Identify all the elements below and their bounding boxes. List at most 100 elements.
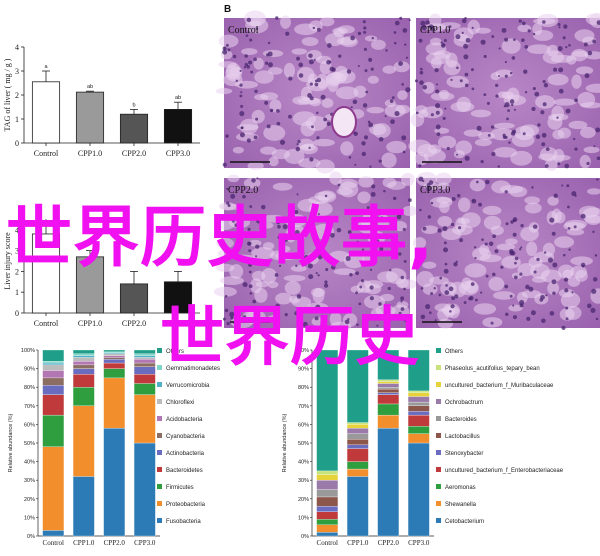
cell-nucleus [518, 19, 522, 23]
cell-nucleus [320, 94, 326, 100]
cell-nucleus [476, 180, 479, 184]
stack-segment [103, 427, 126, 537]
y-tick-label: 90% [298, 367, 309, 373]
cell-vacuole [396, 300, 409, 309]
stack-segment [377, 388, 400, 393]
cell-nucleus [394, 20, 400, 26]
cell-nucleus [456, 153, 459, 156]
cell-nucleus [541, 132, 547, 138]
cell-nucleus [234, 223, 239, 228]
cell-nucleus [512, 217, 518, 222]
stack-segment [377, 414, 400, 429]
cell-nucleus [255, 27, 259, 30]
cell-nucleus [264, 61, 269, 65]
legend-label: Stenoxybacter [445, 451, 483, 457]
legend-label: Actinobacteria [166, 451, 205, 457]
cell-vacuole [229, 264, 244, 279]
cell-vacuole [263, 125, 286, 141]
stack-segment [42, 530, 65, 537]
cell-nucleus [235, 79, 238, 83]
cell-nucleus [242, 194, 246, 199]
cell-vacuole [463, 129, 482, 137]
cell-vacuole [315, 159, 335, 174]
legend-label: Aeromonas [445, 485, 476, 491]
stack-segment [346, 468, 369, 477]
cell-nucleus [347, 230, 352, 234]
stack-segment [316, 524, 339, 533]
cell-vacuole [218, 202, 236, 211]
cell-nucleus [378, 159, 382, 163]
cell-vacuole [553, 148, 565, 163]
cell-nucleus [240, 91, 243, 94]
cell-nucleus [400, 300, 403, 303]
cell-vacuole [246, 310, 258, 322]
x-tick-label: CPP2.0 [104, 539, 126, 547]
cell-vacuole [272, 182, 293, 191]
cell-nucleus [440, 41, 443, 44]
stack-segment [346, 461, 369, 470]
cell-vacuole [508, 304, 523, 312]
cell-nucleus [530, 310, 536, 316]
cell-vacuole [526, 241, 538, 257]
cell-nucleus [314, 82, 319, 87]
cell-nucleus [490, 125, 495, 129]
y-tick-label: 1 [15, 288, 19, 297]
legend-swatch [157, 399, 162, 404]
cell-nucleus [232, 54, 237, 59]
cell-vacuole [329, 171, 342, 186]
cell-nucleus [531, 106, 536, 112]
legend-swatch [157, 365, 162, 370]
bar [31, 81, 61, 144]
stack-segment [133, 355, 156, 358]
cell-nucleus [356, 323, 359, 327]
cell-nucleus [561, 325, 566, 331]
stack-segment [346, 439, 369, 446]
cell-nucleus [421, 25, 427, 31]
cell-nucleus [524, 90, 528, 94]
y-tick-label: 30% [24, 478, 35, 484]
legend-swatch [157, 467, 162, 472]
cell-vacuole [490, 225, 504, 236]
cell-nucleus [587, 50, 593, 56]
cell-nucleus [238, 232, 242, 236]
stack-segment [407, 390, 430, 393]
cell-vacuole [568, 120, 588, 130]
cell-nucleus [247, 227, 251, 231]
cell-nucleus [276, 221, 280, 225]
cell-vacuole [366, 106, 385, 114]
cell-nucleus [402, 150, 406, 154]
cell-nucleus [563, 277, 569, 282]
cell-vacuole [232, 146, 244, 154]
cell-nucleus [317, 274, 320, 277]
cell-vacuole [335, 86, 359, 100]
cell-nucleus [294, 230, 300, 236]
stack-segment [316, 519, 339, 525]
y-tick-label: 70% [24, 404, 35, 410]
cell-nucleus [384, 115, 387, 118]
cell-vacuole [327, 76, 339, 93]
cell-nucleus [249, 38, 253, 42]
cell-vacuole [283, 62, 295, 79]
cell-nucleus [475, 298, 478, 302]
stack-segment [407, 426, 430, 434]
cell-nucleus [528, 286, 534, 292]
cell-nucleus [307, 263, 313, 269]
stack-segment [42, 349, 65, 362]
cell-nucleus [230, 193, 236, 199]
cell-nucleus [391, 96, 395, 100]
cell-nucleus [249, 205, 253, 208]
cell-vacuole [488, 277, 505, 292]
cell-nucleus [552, 262, 558, 268]
cell-nucleus [246, 138, 251, 143]
cell-vacuole [254, 70, 274, 84]
cell-nucleus [450, 78, 453, 82]
cell-vacuole [262, 49, 284, 58]
y-axis-label: TAG of liver ( mg / g ) [3, 58, 12, 131]
cell-nucleus [443, 241, 447, 245]
cell-nucleus [225, 135, 228, 138]
cell-nucleus [312, 26, 316, 30]
cell-vacuole [298, 157, 321, 169]
cell-nucleus [508, 141, 511, 144]
cell-nucleus [224, 294, 228, 298]
cell-nucleus [357, 64, 360, 68]
